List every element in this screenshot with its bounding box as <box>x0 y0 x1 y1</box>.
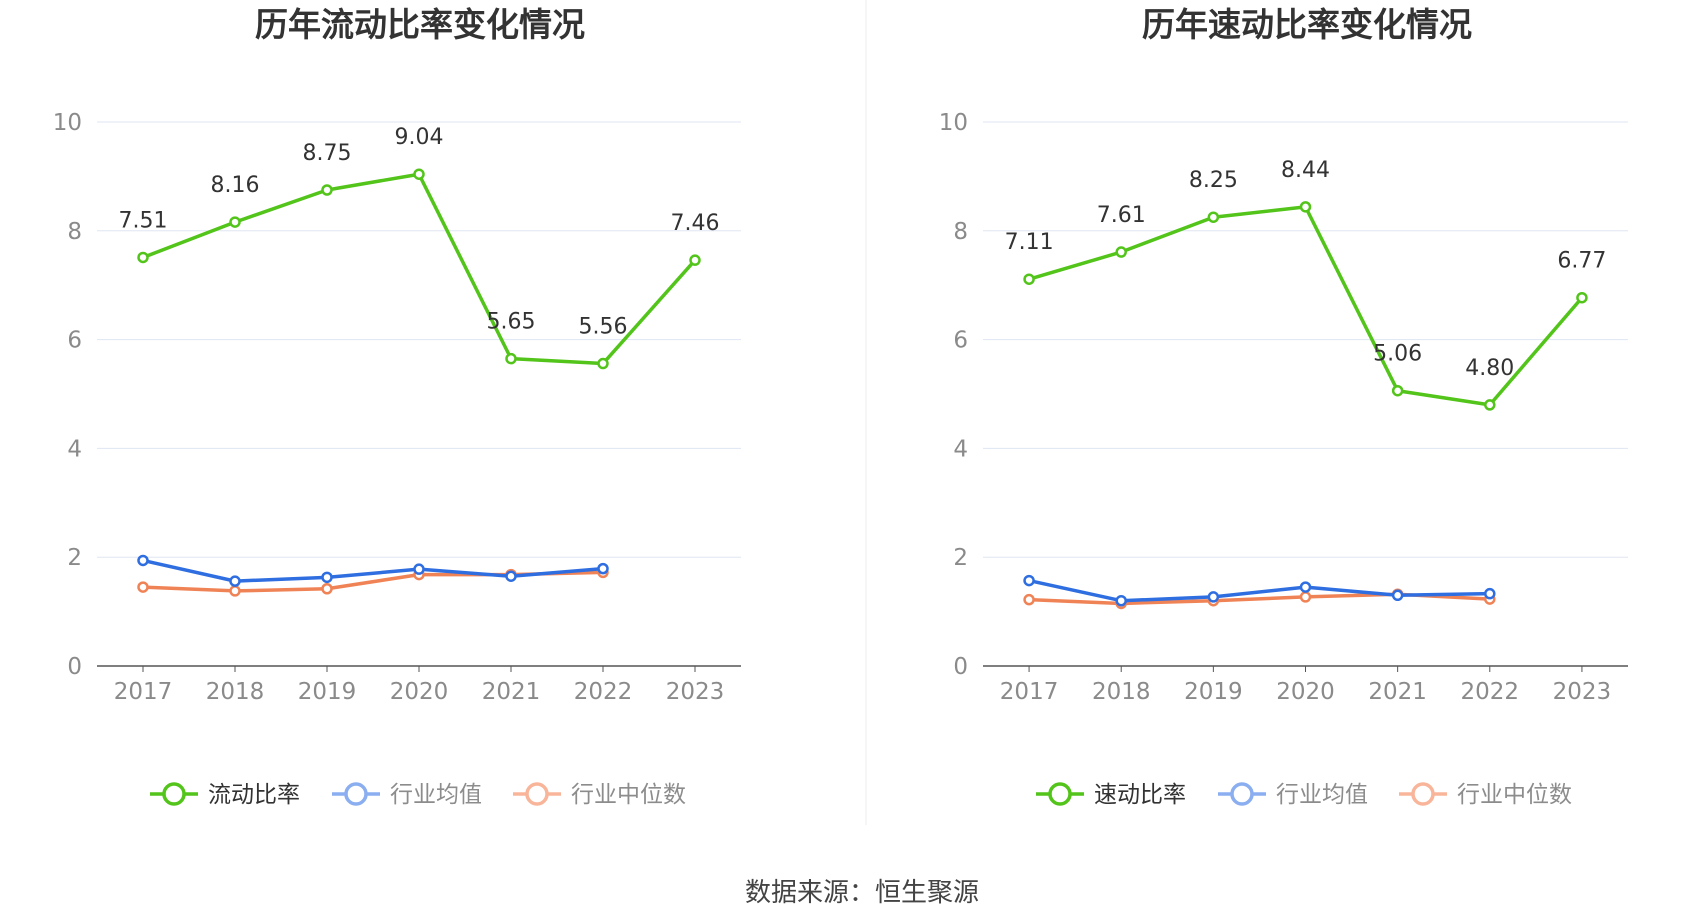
data-point[interactable] <box>1484 399 1496 411</box>
data-label: 5.56 <box>579 315 628 340</box>
data-point[interactable] <box>229 585 241 597</box>
legend-item[interactable]: 速动比率 <box>1036 782 1186 808</box>
x-tick-label: 2022 <box>1461 679 1520 705</box>
legend-label: 速动比率 <box>1094 782 1186 808</box>
data-point[interactable] <box>229 216 241 228</box>
data-point[interactable] <box>321 583 333 595</box>
legend-label: 行业中位数 <box>571 782 686 808</box>
data-point[interactable] <box>137 554 149 567</box>
y-tick-label: 2 <box>67 545 82 571</box>
data-point[interactable] <box>321 184 333 196</box>
data-label: 4.80 <box>1465 356 1514 381</box>
data-point[interactable] <box>321 571 333 584</box>
x-tick-label: 2019 <box>1184 679 1243 705</box>
data-label: 8.44 <box>1281 158 1330 183</box>
x-tick-label: 2023 <box>1553 679 1612 705</box>
data-point[interactable] <box>1299 201 1312 213</box>
data-point[interactable] <box>1299 581 1312 593</box>
legend-item[interactable]: 行业均值 <box>1218 782 1368 808</box>
quick-ratio-chart: 历年速动比率变化情况 0 2 4 6 8 10 2017 2018 2019 2020 2021 202… <box>939 5 1628 808</box>
x-tick-label: 2020 <box>390 679 449 705</box>
data-point[interactable] <box>505 352 517 365</box>
data-label: 7.46 <box>671 211 720 236</box>
y-tick-label: 4 <box>953 436 968 462</box>
legend-label: 行业中位数 <box>1457 782 1572 808</box>
x-tick-label: 2017 <box>1000 679 1059 705</box>
legend-item[interactable]: 行业均值 <box>332 782 482 808</box>
x-tick-label: 2021 <box>1368 679 1427 705</box>
data-label: 8.25 <box>1189 168 1238 193</box>
data-point[interactable] <box>505 570 517 582</box>
x-tick-label: 2018 <box>206 679 265 705</box>
x-tick-label: 2022 <box>574 679 633 705</box>
data-point[interactable] <box>413 168 425 180</box>
data-point[interactable] <box>413 563 425 575</box>
data-label: 9.04 <box>395 125 444 150</box>
y-tick-label: 4 <box>67 436 82 462</box>
legend-marker <box>1411 782 1435 806</box>
data-label: 5.06 <box>1373 342 1422 367</box>
x-tick-label: 2020 <box>1276 679 1335 705</box>
data-label: 8.16 <box>211 173 260 198</box>
data-point[interactable] <box>1115 246 1127 258</box>
data-label: 7.11 <box>1005 230 1054 255</box>
data-label: 8.75 <box>303 141 352 166</box>
x-tick-label: 2018 <box>1092 679 1151 705</box>
data-point[interactable] <box>1023 593 1035 606</box>
y-tick-label: 8 <box>67 219 82 245</box>
y-tick-label: 8 <box>953 219 968 245</box>
legend-label: 流动比率 <box>208 782 300 808</box>
data-source-note: 数据来源：恒生聚源 <box>745 878 979 908</box>
data-label: 7.61 <box>1097 203 1146 228</box>
legend-item[interactable]: 流动比率 <box>150 782 300 808</box>
data-point[interactable] <box>1207 591 1220 603</box>
data-point[interactable] <box>229 575 241 587</box>
data-point[interactable] <box>137 581 149 593</box>
legend-item[interactable]: 行业中位数 <box>513 782 686 808</box>
y-tick-label: 0 <box>67 654 82 680</box>
series-line <box>142 558 604 583</box>
chart-title: 历年速动比率变化情况 <box>1142 5 1472 44</box>
data-point[interactable] <box>137 251 149 264</box>
data-point[interactable] <box>1576 291 1588 304</box>
y-tick-label: 2 <box>953 545 968 571</box>
legend-label: 行业均值 <box>390 782 482 808</box>
legend-marker <box>1048 782 1072 806</box>
x-tick-label: 2017 <box>114 679 173 705</box>
current-ratio-chart: 历年流动比率变化情况 0 2 4 6 8 10 2017 2018 2019 2020 2021 202… <box>53 5 741 808</box>
data-label: 7.51 <box>119 208 168 233</box>
chart-title: 历年流动比率变化情况 <box>255 5 585 44</box>
data-point[interactable] <box>1023 273 1035 285</box>
series-line <box>1028 578 1490 603</box>
data-point[interactable] <box>597 562 609 575</box>
legend-marker <box>162 782 186 806</box>
y-tick-label: 6 <box>67 328 82 354</box>
x-tick-label: 2019 <box>298 679 357 705</box>
x-tick-label: 2023 <box>666 679 725 705</box>
data-label: 5.65 <box>487 310 536 335</box>
y-tick-label: 0 <box>953 654 968 680</box>
data-point[interactable] <box>1484 587 1496 600</box>
data-point[interactable] <box>1207 211 1220 223</box>
x-tick-label: 2021 <box>482 679 541 705</box>
data-point[interactable] <box>689 254 701 266</box>
data-point[interactable] <box>1391 589 1404 602</box>
legend-marker <box>344 782 368 806</box>
legend-label: 行业均值 <box>1276 782 1368 808</box>
legend-item[interactable]: 行业中位数 <box>1399 782 1572 808</box>
y-tick-label: 10 <box>939 110 968 136</box>
y-tick-label: 10 <box>53 110 82 136</box>
legend-marker <box>1230 782 1254 806</box>
data-point[interactable] <box>1391 384 1404 397</box>
y-tick-label: 6 <box>953 328 968 354</box>
data-point[interactable] <box>1023 574 1035 587</box>
legend-marker <box>525 782 549 806</box>
data-point[interactable] <box>1115 594 1127 607</box>
data-label: 6.77 <box>1557 249 1606 274</box>
data-point[interactable] <box>1299 591 1312 603</box>
data-point[interactable] <box>597 357 609 370</box>
